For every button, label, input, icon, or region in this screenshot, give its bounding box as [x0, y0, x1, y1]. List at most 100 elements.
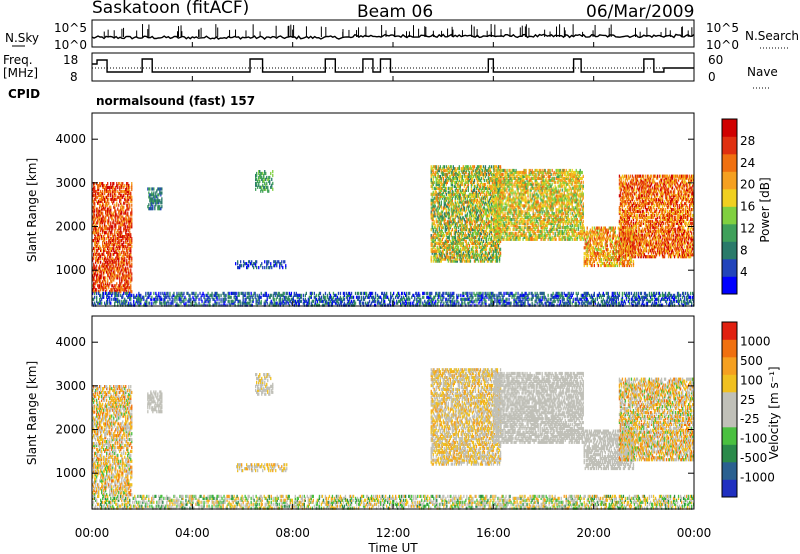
data-cell: [256, 260, 258, 264]
data-cell: [105, 264, 107, 268]
data-cell: [509, 227, 511, 231]
data-cell: [114, 260, 116, 264]
data-cell: [131, 217, 133, 221]
data-cell: [97, 242, 99, 247]
data-cell: [430, 169, 432, 173]
data-cell: [108, 237, 110, 241]
data-cell: [113, 237, 115, 241]
data-cell: [115, 197, 117, 201]
data-cell: [109, 250, 111, 254]
data-cell: [101, 195, 103, 199]
data-cell: [110, 205, 112, 209]
data-cell: [114, 242, 116, 247]
data-cell: [235, 262, 237, 266]
data-cell: [153, 201, 155, 205]
data-cell: [103, 286, 105, 290]
data-cell: [486, 232, 489, 236]
data-cell: [115, 246, 117, 250]
data-cell: [104, 207, 106, 211]
data-cell: [240, 260, 242, 264]
data-cell: [158, 187, 160, 191]
nsky-spikes: [103, 24, 693, 37]
data-cell: [99, 193, 101, 197]
data-cell: [107, 221, 109, 225]
data-cell: [100, 282, 102, 286]
data-cell: [111, 199, 113, 203]
data-cell: [271, 183, 273, 187]
data-cell: [94, 207, 96, 211]
data-cell: [112, 266, 114, 270]
data-cell: [120, 211, 122, 215]
data-cell: [94, 248, 96, 252]
data-cell: [430, 212, 432, 216]
data-cell: [268, 175, 270, 180]
data-cell: [99, 284, 101, 288]
data-cell: [281, 260, 283, 264]
data-cell: [98, 252, 100, 256]
data-cell: [120, 290, 122, 294]
data-cell: [543, 194, 545, 198]
data-cell: [126, 270, 128, 274]
data-cell: [114, 203, 116, 207]
data-cell: [268, 179, 270, 183]
data-cell: [151, 203, 153, 207]
data-cell: [117, 229, 119, 233]
data-cell: [551, 182, 553, 186]
data-cell: [103, 278, 105, 282]
data-cell: [431, 239, 433, 243]
data-cell: [118, 260, 120, 264]
data-cell: [102, 288, 104, 292]
data-cell: [108, 217, 110, 221]
data-cell: [119, 252, 121, 256]
data-cell: [260, 189, 262, 193]
data-cell: [127, 235, 129, 239]
data-cell: [114, 197, 116, 201]
data-cell: [537, 194, 539, 198]
data-cell: [104, 187, 106, 192]
data-cell: [111, 227, 113, 231]
data-cell: [481, 169, 484, 173]
data-cell: [118, 286, 120, 290]
data-cell: [93, 252, 95, 256]
data-cell: [121, 195, 123, 199]
data-cell: [122, 219, 124, 223]
data-cell: [96, 182, 98, 186]
data-cell: [445, 186, 447, 190]
data-cell: [124, 288, 126, 292]
data-cell: [110, 221, 112, 225]
data-cell: [256, 181, 258, 185]
data-cell: [100, 227, 102, 231]
data-cell: [103, 284, 105, 288]
data-cell: [102, 280, 104, 284]
data-cell: [107, 282, 109, 286]
data-cell: [99, 246, 101, 250]
data-cell: [106, 209, 108, 213]
data-cell: [130, 286, 132, 290]
data-cell: [262, 177, 264, 181]
data-cell: [92, 288, 94, 292]
data-cell: [157, 187, 159, 191]
data-cell: [152, 199, 154, 203]
data-cell: [93, 199, 95, 203]
data-cell: [113, 244, 115, 249]
data-cell: [117, 246, 119, 250]
data-cell: [108, 233, 110, 237]
data-cell: [150, 203, 152, 207]
data-cell: [109, 258, 111, 262]
data-cell: [96, 278, 98, 282]
data-cell: [124, 219, 126, 223]
data-cell: [124, 189, 126, 194]
data-cell: [436, 253, 438, 257]
data-cell: [525, 231, 527, 235]
data-cell: [148, 187, 150, 191]
data-cell: [123, 211, 125, 215]
data-cell: [131, 244, 133, 249]
data-cell: [159, 207, 161, 211]
data-cell: [124, 258, 126, 262]
data-cell: [105, 231, 107, 235]
data-cell: [126, 235, 128, 239]
data-cell: [113, 270, 115, 274]
data-cell: [123, 193, 125, 197]
data-cell: [95, 260, 97, 264]
data-cell: [131, 225, 133, 229]
